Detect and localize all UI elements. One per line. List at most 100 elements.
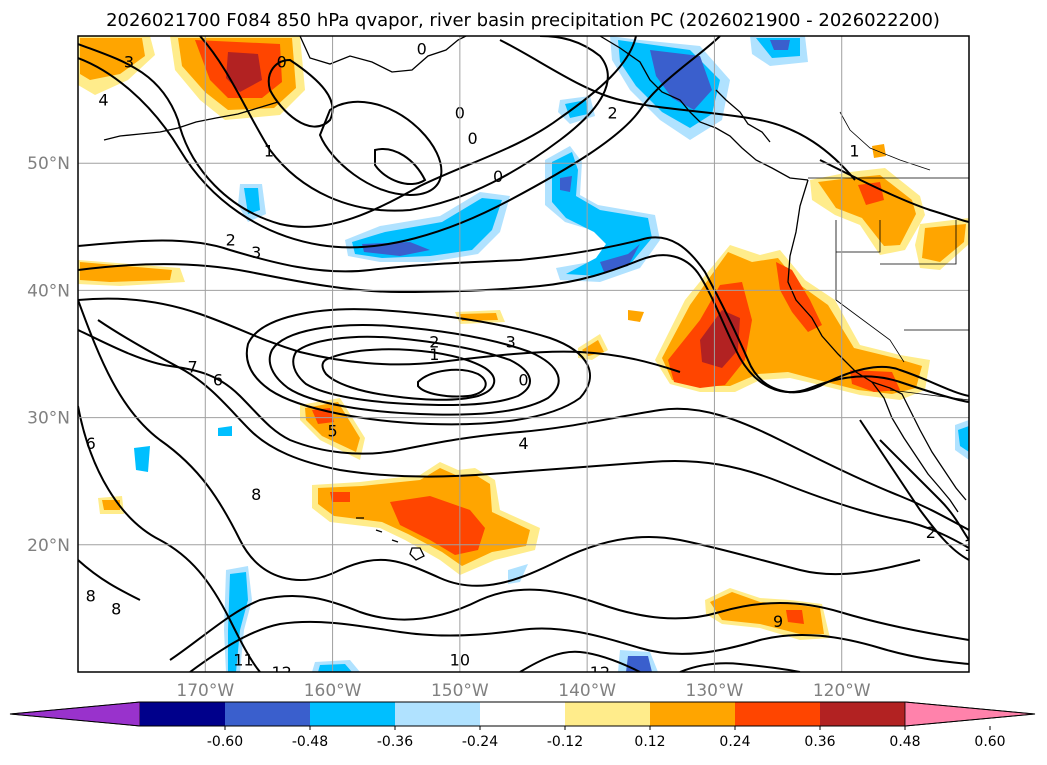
shade-area (628, 310, 644, 322)
contour-line (267, 58, 334, 128)
contour-line (819, 159, 969, 223)
shade-area (600, 244, 640, 272)
lon-tick-label: 150°W (431, 681, 489, 701)
contour-value-label: 8 (111, 599, 121, 618)
shade-area (80, 38, 145, 80)
map-panel: 3400000121232130765468881112101299111210… (78, 36, 969, 695)
contour-line (189, 620, 969, 672)
shade-area (776, 262, 822, 332)
colorbar-tick-label: 0.24 (719, 734, 750, 750)
colorbar-segment (225, 702, 311, 726)
contour-line (321, 348, 496, 401)
lon-tick-label: 170°W (176, 681, 234, 701)
contour-value-label: 2 (429, 332, 439, 351)
contour-value-label: 9 (773, 612, 783, 631)
shade-area (218, 426, 232, 436)
contour-value-label: 0 (417, 40, 427, 59)
shade-area (872, 144, 886, 158)
shade-area (626, 656, 652, 672)
shade-area (134, 446, 150, 472)
contour-value-label: 7 (187, 358, 197, 377)
contour-labels: 3400000121232130765468881112101299111210… (86, 40, 969, 695)
colorbar-tick-label: -0.36 (377, 734, 413, 750)
contour-value-label: 2 (226, 231, 236, 250)
shade-area (770, 40, 790, 50)
contour-line (859, 419, 969, 561)
contour-value-label: 10 (908, 676, 928, 695)
colorbar (9, 701, 1036, 730)
border-line (880, 220, 957, 265)
lon-tick-label: 130°W (686, 681, 744, 701)
latitude-labels: 50°N 40°N 30°N 20°N (27, 154, 70, 556)
shade-area (922, 224, 966, 262)
contour-value-label: 6 (213, 370, 223, 389)
contour-value-label: 12 (271, 663, 291, 682)
contour-line (679, 662, 801, 672)
coastlines (103, 36, 967, 561)
colorbar-segment (735, 702, 821, 726)
colorbar-labels: -0.60 -0.48 -0.36 -0.24 -0.12 0.12 0.24 0.36 0.4… (207, 734, 1006, 750)
shade-area (710, 592, 824, 634)
lon-tick-label: 120°W (813, 681, 871, 701)
contour-line (417, 368, 487, 398)
colorbar-tick-label: -0.60 (207, 734, 243, 750)
contour-value-label: 2 (608, 103, 618, 122)
shade-area (226, 52, 262, 92)
gridlines (78, 36, 969, 672)
contour-value-label: 11 (233, 650, 253, 669)
colorbar-outline (9, 701, 1036, 727)
colorbar-segment (395, 702, 481, 726)
contour-line (879, 439, 969, 541)
contour-value-label: 4 (98, 91, 108, 110)
shade-area (244, 188, 260, 214)
shade-area (102, 500, 120, 510)
shade-area (390, 496, 485, 555)
shade-area (552, 152, 652, 276)
coastline-west-coast (787, 179, 967, 501)
colorbar-segment (650, 702, 736, 726)
contour-line (374, 148, 427, 185)
shade-area (318, 664, 352, 672)
colorbar-tick-label: 0.12 (634, 734, 665, 750)
colorbar-tick-label: -0.48 (292, 734, 328, 750)
coastline-alaska-panhandle (599, 36, 809, 181)
contour-value-label: 0 (467, 129, 477, 148)
colorbar-tick-label: 0.60 (974, 734, 1005, 750)
shade-area (958, 426, 969, 452)
contour-value-label: 3 (124, 52, 134, 71)
longitude-labels: 170°W 160°W 150°W 140°W 130°W 120°W (176, 681, 870, 701)
contour-line (97, 319, 969, 549)
colorbar-tick-label: -0.24 (462, 734, 498, 750)
colorbar-tick-label: 0.48 (889, 734, 920, 750)
border-line (835, 299, 905, 363)
contour-line (268, 324, 560, 416)
contour-value-label: 3 (506, 332, 516, 351)
contour-line (292, 335, 531, 407)
shade-area (560, 176, 572, 192)
lat-tick-label: 40°N (27, 281, 70, 301)
shade-area (565, 100, 588, 118)
colorbar-segment (140, 702, 226, 726)
contour-value-label: 1 (429, 345, 439, 364)
map-frame (77, 35, 970, 673)
contour-line (78, 329, 969, 531)
contour-value-label: 6 (86, 434, 96, 453)
contour-value-label: 12 (590, 663, 610, 682)
contour-value-label: 3 (251, 243, 261, 262)
shade-area (818, 175, 916, 246)
colorbar-extend-high (904, 701, 1036, 727)
contour-line (78, 236, 969, 397)
lat-tick-label: 20°N (27, 536, 70, 556)
contour-line (78, 36, 721, 249)
contour-line (318, 100, 443, 197)
contour-value-label: 0 (518, 370, 528, 389)
shade-area (330, 492, 350, 502)
lat-tick-label: 30°N (27, 409, 70, 429)
lon-tick-label: 140°W (558, 681, 616, 701)
coastline-alaska (299, 36, 467, 73)
contour-value-label: 9 (658, 676, 668, 695)
contour-line (245, 308, 591, 426)
contour-value-label: 0 (277, 52, 287, 71)
shade-area (228, 572, 248, 672)
